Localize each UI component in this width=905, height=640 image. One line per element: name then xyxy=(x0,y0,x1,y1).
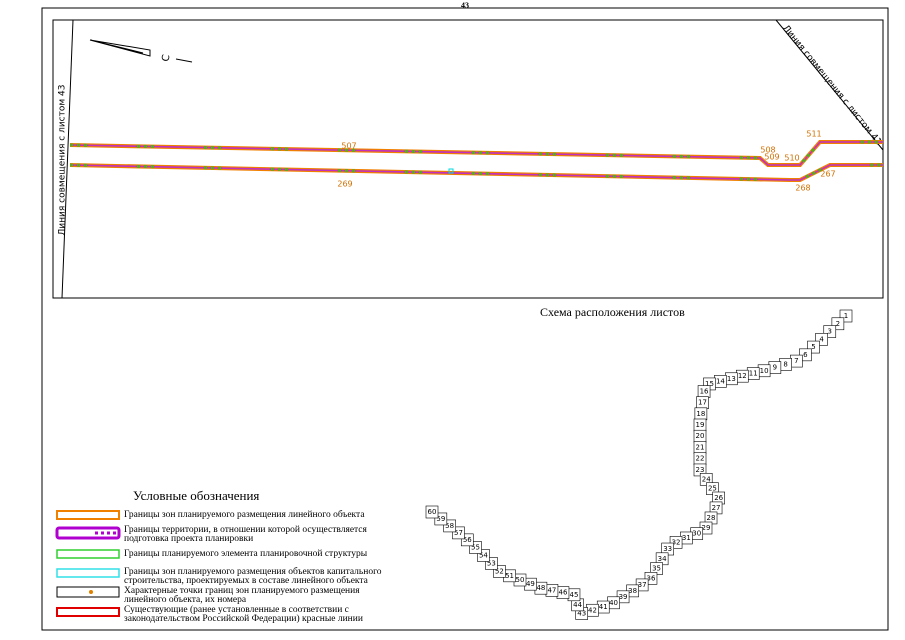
join-line xyxy=(775,19,884,151)
sheet-number: 43 xyxy=(577,609,586,617)
sheet-number: 22 xyxy=(696,455,705,463)
sheet-number: 13 xyxy=(727,375,736,383)
sheet-number: 14 xyxy=(716,377,725,385)
join-label: Линия совмещения с листом 41 xyxy=(780,24,883,148)
sheet-number: 54 xyxy=(479,551,488,559)
north-label: С xyxy=(160,54,172,63)
sheet-number: 32 xyxy=(672,538,681,546)
territory-boundary xyxy=(69,141,883,166)
sheet-number: 60 xyxy=(428,508,437,516)
join-line xyxy=(61,19,74,299)
point-label: 507 xyxy=(341,142,356,151)
sheet-number: 6 xyxy=(803,351,808,359)
sheet-number: 59 xyxy=(436,515,445,523)
sheet-number: 12 xyxy=(738,372,747,380)
join-label: Линия совмещения с листом 43 xyxy=(58,85,68,236)
sheet-number: 26 xyxy=(714,494,723,502)
sheet-number: 16 xyxy=(700,388,709,396)
territory-boundary xyxy=(69,164,883,181)
sheet-number: 30 xyxy=(692,530,701,538)
sheet-number: 48 xyxy=(536,584,545,592)
sheet-number: 45 xyxy=(570,591,579,599)
point-label: 269 xyxy=(337,180,352,189)
sheet-number: 1 xyxy=(844,312,848,320)
sheet-number: 19 xyxy=(696,421,705,429)
sheet-number: 23 xyxy=(696,466,705,474)
sheet-number: 49 xyxy=(526,580,535,588)
sheet-number: 3 xyxy=(828,328,832,336)
sheet-number: 10 xyxy=(760,367,769,375)
sheet-number: 50 xyxy=(516,576,525,584)
page-number: 43 xyxy=(461,1,469,10)
sheet-number: 33 xyxy=(663,545,672,553)
map-frame xyxy=(52,19,884,299)
sheet-number: 11 xyxy=(749,370,758,378)
point-label: 508 xyxy=(760,146,775,155)
sheet-number: 25 xyxy=(708,485,717,493)
sheet-number: 47 xyxy=(547,586,556,594)
legend-item: Границы территории, в отношении которой … xyxy=(124,525,367,544)
legend-item: Границы планируемого элемента планировоч… xyxy=(124,549,368,559)
legend-swatches xyxy=(55,510,121,617)
sheet-number: 24 xyxy=(702,475,711,483)
sheet-number: 38 xyxy=(628,587,637,595)
sheet-number: 2 xyxy=(836,320,840,328)
sheet-number: 27 xyxy=(712,504,721,512)
sheet-number: 41 xyxy=(599,603,608,611)
sheet-number: 21 xyxy=(696,443,705,451)
sheet-number: 55 xyxy=(471,543,480,551)
sheet-number: 35 xyxy=(652,565,661,573)
sheet-number: 52 xyxy=(495,567,504,575)
sheet-number: 40 xyxy=(609,599,618,607)
object-marker xyxy=(448,168,454,174)
sheet-number: 20 xyxy=(696,432,705,440)
sheet-number: 44 xyxy=(573,601,582,609)
point-label: 511 xyxy=(806,130,821,139)
sheet-number: 5 xyxy=(811,343,815,351)
sheet-number: 29 xyxy=(702,524,711,532)
legend-item: Существующие (ранее установленные в соот… xyxy=(124,605,363,624)
point-label: 267 xyxy=(820,170,835,179)
sheet-number: 39 xyxy=(619,593,628,601)
point-label: 268 xyxy=(795,184,810,193)
legend-item: Характерные точки границ зон планируемог… xyxy=(124,586,360,605)
sheet-number: 28 xyxy=(707,514,716,522)
point-label: 510 xyxy=(784,154,799,163)
point-label: 509 xyxy=(764,153,779,162)
index-title: Схема расположения листов xyxy=(540,305,685,319)
sheet-number: 58 xyxy=(445,522,454,530)
sheet-number: 42 xyxy=(588,606,597,614)
sheet-number: 53 xyxy=(487,559,496,567)
sheet-number: 56 xyxy=(463,536,472,544)
sheet-number: 31 xyxy=(682,534,691,542)
sheet-number: 4 xyxy=(819,335,824,343)
sheet-number: 18 xyxy=(696,410,705,418)
legend-item: Границы зон планируемого размещения лине… xyxy=(124,510,365,520)
sheet-number: 57 xyxy=(454,529,463,537)
north-arrow xyxy=(89,39,193,63)
legend-item: Границы зон планируемого размещения объе… xyxy=(124,567,382,586)
sheet-number: 36 xyxy=(647,574,656,582)
sheet-number: 51 xyxy=(505,572,514,580)
sheet-number: 34 xyxy=(658,555,667,563)
sheet-box xyxy=(425,505,439,519)
sheet-number: 9 xyxy=(773,364,777,372)
legend-title: Условные обозначения xyxy=(133,488,259,503)
sheet-number: 46 xyxy=(558,589,567,597)
sheet-number: 15 xyxy=(705,380,714,388)
sheet-number: 37 xyxy=(638,581,647,589)
sheet-number: 7 xyxy=(794,357,798,365)
sheet-frame xyxy=(41,7,889,631)
sheet-number: 8 xyxy=(783,360,787,368)
sheet-number: 17 xyxy=(698,399,707,407)
